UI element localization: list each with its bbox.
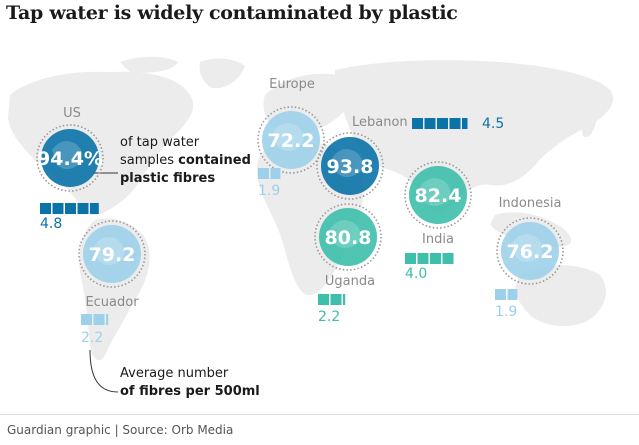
fibre-cell-us (77, 203, 89, 214)
legend-fibres-pointer (89, 349, 119, 393)
fibre-cell-us (65, 203, 76, 214)
bubble-europe (262, 111, 320, 169)
bubble-value-indonesia: 76.2 (507, 241, 554, 263)
bubble-lebanon (321, 137, 379, 195)
region-india: 82.4 India 4.0 (404, 161, 472, 282)
chart-marks: 94.4% US 4.8 72.2 Europe 1.9 93.8 Lebanon 4.5 82.… (36, 77, 564, 346)
fibre-value-india: 4.0 (405, 266, 427, 282)
fibre-value-uganda: 2.2 (318, 309, 340, 325)
fibre-value-europe: 1.9 (258, 183, 280, 199)
bubble-texture-lebanon (332, 149, 363, 177)
region-name-uganda: Uganda (325, 274, 375, 289)
bubble-us (41, 129, 99, 187)
bubble-texture-ecuador (94, 237, 125, 265)
region-europe: 72.2 Europe 1.9 (257, 77, 325, 199)
fibre-cell-indonesia (495, 289, 506, 300)
bubble-texture-india (420, 178, 451, 206)
fibre-cell-lebanon (437, 118, 448, 129)
fibre-cell-lebanon (462, 118, 468, 129)
fibre-value-ecuador: 2.2 (81, 330, 103, 346)
region-us: 94.4% US 4.8 (36, 106, 104, 232)
region-ecuador: 79.2 Ecuador 2.2 (78, 220, 146, 346)
bubble-value-uganda: 80.8 (325, 227, 372, 249)
legend-text-line3: plastic fibres (120, 171, 215, 186)
fibre-cell-lebanon (424, 118, 436, 129)
legend-fibres-line2: of fibres per 500ml (120, 384, 260, 399)
bubble-value-us: 94.4% (37, 148, 103, 170)
bubble-map-chart: of tap water samples contained plastic f… (8, 56, 614, 399)
fibre-value-lebanon: 4.5 (482, 116, 504, 132)
fibre-cell-lebanon (449, 118, 461, 129)
fibre-cell-uganda (343, 294, 346, 305)
bubble-ring-ecuador (78, 220, 146, 288)
source-credit: Guardian graphic | Source: Orb Media (7, 423, 234, 437)
region-lebanon: 93.8 Lebanon 4.5 (316, 115, 504, 200)
bubble-ring-lebanon (316, 132, 384, 200)
footer-divider (0, 414, 639, 415)
bubble-texture-uganda (330, 220, 361, 248)
fibre-cell-us (52, 203, 64, 214)
chart-title: Tap water is widely contaminated by plas… (6, 2, 458, 24)
region-name-india: India (422, 232, 454, 247)
fibre-cell-indonesia (507, 289, 518, 300)
bubble-value-lebanon: 93.8 (327, 156, 374, 178)
bubble-value-ecuador: 79.2 (89, 244, 136, 266)
fibre-cell-us (90, 203, 99, 214)
bubble-texture-us (52, 141, 83, 169)
bubble-value-india: 82.4 (415, 185, 462, 207)
bubble-ring-uganda (314, 203, 382, 271)
region-name-europe: Europe (269, 77, 315, 92)
fibre-cell-ecuador (81, 314, 92, 325)
region-name-indonesia: Indonesia (499, 196, 562, 211)
bubble-ring-indonesia (496, 217, 564, 285)
region-name-ecuador: Ecuador (85, 295, 139, 310)
fibre-value-us: 4.8 (40, 216, 62, 232)
region-uganda: 80.8 Uganda 2.2 (314, 203, 382, 325)
fibre-value-indonesia: 1.9 (495, 304, 517, 320)
region-name-lebanon: Lebanon (352, 115, 408, 130)
fibre-cell-lebanon (412, 118, 423, 129)
fibre-cell-ecuador (106, 314, 109, 325)
bubble-ring-india (404, 161, 472, 229)
bubble-india (409, 166, 467, 224)
fibre-cell-india (430, 253, 441, 264)
fibre-cell-ecuador (93, 314, 105, 325)
bubble-ring-us (36, 124, 104, 192)
legend-text-line2: samples contained (120, 153, 251, 168)
bubble-uganda (319, 208, 377, 266)
legend-bubble-annotation: of tap water samples contained plastic f… (93, 135, 251, 186)
legend-fibres-annotation: Average number of fibres per 500ml (89, 349, 260, 399)
fibre-cell-us (40, 203, 51, 214)
bubble-ring-europe (257, 106, 325, 174)
bubble-ecuador (83, 225, 141, 283)
fibre-cell-india (405, 253, 416, 264)
fibre-cell-europe (258, 168, 269, 179)
bubble-indonesia (501, 222, 559, 280)
region-indonesia: 76.2 Indonesia 1.9 (495, 196, 564, 320)
bubble-value-europe: 72.2 (268, 130, 315, 152)
legend-text-line1: of tap water (120, 135, 200, 150)
region-name-us: US (63, 106, 81, 121)
bubble-texture-europe (273, 123, 304, 151)
bubble-texture-indonesia (512, 234, 543, 262)
legend-fibres-line1: Average number (120, 366, 229, 381)
fibre-cell-europe (270, 168, 281, 179)
fibre-cell-uganda (330, 294, 342, 305)
fibre-cell-uganda (318, 294, 329, 305)
fibre-cell-india (417, 253, 429, 264)
fibre-cell-india (442, 253, 454, 264)
